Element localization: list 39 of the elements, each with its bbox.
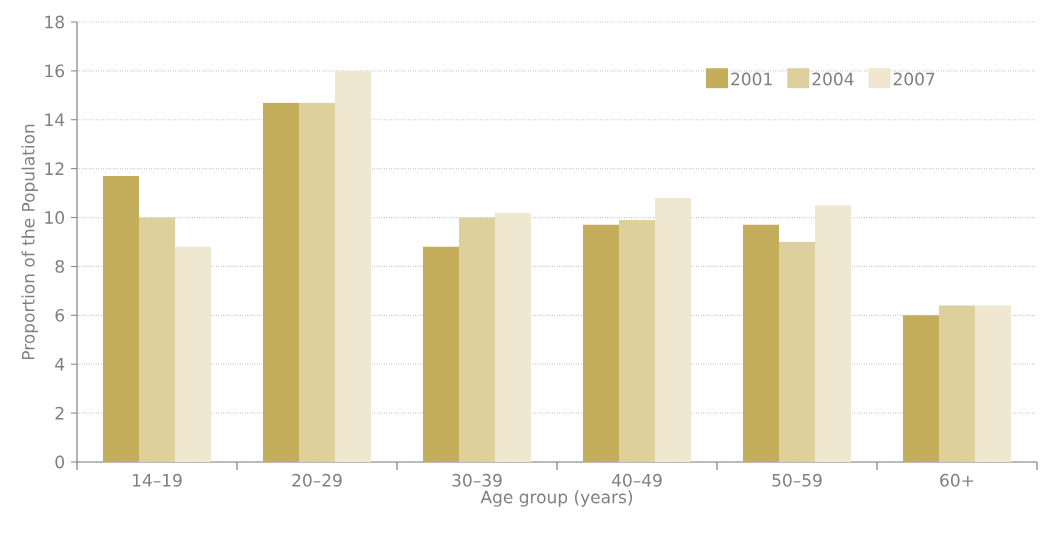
y-tick-label: 14 (45, 113, 65, 126)
bar (495, 212, 531, 462)
legend-label: 2001 (731, 72, 772, 86)
x-tick-label: 40–49 (611, 473, 662, 487)
bar (423, 246, 459, 462)
x-tick-label: 14–19 (132, 473, 182, 487)
x-tick-label: 20–29 (292, 473, 342, 487)
bar (779, 241, 815, 462)
bar (175, 246, 211, 462)
bar (139, 217, 175, 462)
bar (938, 305, 975, 462)
bar (655, 197, 691, 462)
y-tick-label: 2 (55, 406, 64, 420)
x-tick-label: 50–59 (772, 473, 822, 487)
y-tick-label: 18 (45, 15, 64, 29)
y-tick-label: 6 (55, 308, 65, 322)
bar (263, 102, 299, 462)
bar (974, 305, 1011, 462)
bar (103, 175, 140, 462)
bar (619, 219, 655, 462)
y-tick-label: 4 (55, 358, 65, 371)
y-tick-label: 8 (55, 260, 64, 273)
y-tick-label: 0 (55, 455, 65, 469)
legend-label: 2004 (812, 72, 854, 86)
bar (299, 102, 335, 462)
bar (815, 205, 851, 462)
bar (335, 70, 371, 462)
x-tick-label: 30–39 (452, 473, 502, 487)
x-axis-title: Age group (years) (480, 490, 633, 507)
y-tick-label: 12 (45, 162, 64, 175)
bar (902, 315, 939, 462)
y-axis-title: Proportion of the Population (21, 124, 38, 360)
x-tick-label: 60+ (940, 473, 974, 487)
legend-label: 2007 (893, 72, 935, 86)
bar (583, 224, 619, 462)
bar (743, 224, 779, 462)
bar (459, 217, 495, 462)
y-tick-label: 10 (45, 211, 65, 224)
y-tick-label: 16 (45, 64, 65, 78)
